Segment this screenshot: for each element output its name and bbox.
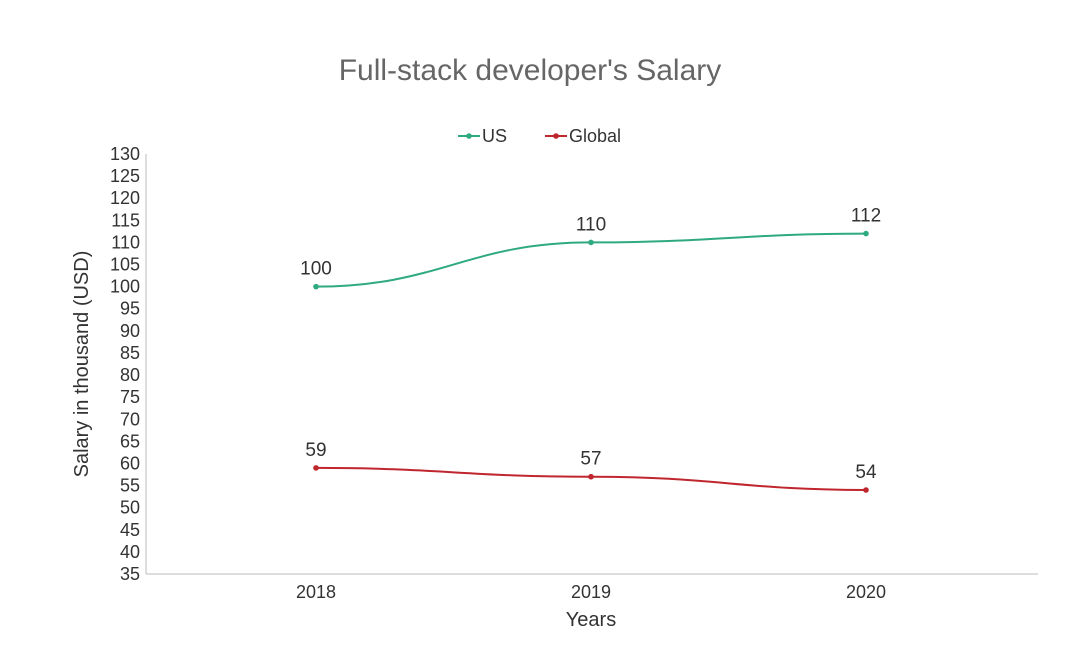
data-label-global: 54 (855, 462, 877, 483)
chart-title: Full-stack developer's Salary (339, 54, 722, 87)
data-point-global[interactable] (863, 487, 869, 493)
y-tick-label: 40 (120, 542, 140, 562)
y-tick-label: 110 (111, 232, 140, 252)
data-point-us[interactable] (863, 230, 869, 237)
y-tick-label: 95 (120, 299, 140, 319)
data-point-global[interactable] (588, 473, 594, 480)
data-label-global: 59 (305, 440, 326, 461)
legend-label: US (482, 126, 507, 146)
y-tick-label: 100 (110, 277, 140, 297)
x-axis-label: Years (566, 609, 616, 631)
data-point-us[interactable] (588, 239, 594, 246)
y-tick-label: 120 (110, 188, 140, 208)
y-tick-label: 90 (120, 321, 140, 341)
series-layer: 100 110 112 59 57 54 (300, 206, 881, 493)
legend-swatch-dot (553, 133, 559, 139)
legend-label: Global (569, 126, 621, 146)
x-tick-label: 2018 (296, 582, 336, 602)
y-tick-label: 35 (120, 564, 140, 584)
data-label-global: 57 (580, 449, 601, 470)
y-tick-label: 75 (120, 387, 140, 407)
legend-item-us[interactable]: US (458, 126, 507, 146)
data-label-us: 112 (851, 206, 881, 227)
data-point-us[interactable] (313, 283, 319, 290)
y-tick-label: 45 (120, 520, 140, 540)
data-label-us: 100 (300, 259, 332, 280)
x-axis-ticks: 2018 2019 2020 (296, 582, 886, 602)
y-tick-label: 50 (120, 498, 140, 518)
data-label-us: 110 (576, 214, 606, 235)
y-tick-label: 65 (120, 431, 140, 451)
y-axis-label: Salary in thousand (USD) (71, 251, 93, 478)
y-tick-label: 125 (110, 166, 140, 186)
x-tick-label: 2020 (846, 582, 886, 602)
y-tick-label: 115 (111, 210, 140, 230)
y-axis-ticks: 3540455055606570758085909510010511011512… (110, 144, 140, 584)
y-tick-label: 105 (110, 255, 140, 275)
y-tick-label: 60 (120, 453, 140, 473)
legend-item-global[interactable]: Global (545, 126, 621, 146)
legend-swatch-dot (466, 133, 472, 139)
y-tick-label: 70 (120, 409, 140, 429)
y-tick-label: 130 (110, 144, 140, 164)
y-tick-label: 55 (120, 476, 140, 496)
legend: US Global (458, 126, 621, 146)
data-point-global[interactable] (313, 465, 319, 471)
x-tick-label: 2019 (571, 582, 611, 602)
y-tick-label: 85 (120, 343, 140, 363)
y-tick-label: 80 (120, 365, 140, 385)
